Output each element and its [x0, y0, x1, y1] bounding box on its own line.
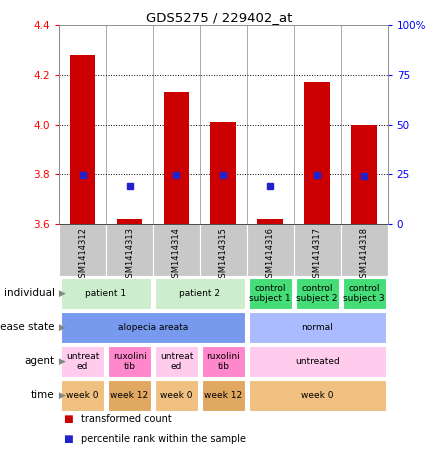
Text: ▶: ▶ [56, 323, 65, 332]
Bar [61, 346, 104, 377]
Bar [70, 55, 95, 224]
Bar [249, 278, 292, 309]
Text: ▶: ▶ [56, 357, 65, 366]
Bar [61, 278, 151, 309]
Bar [247, 224, 294, 276]
Text: untreated: untreated [295, 357, 339, 366]
Text: percentile rank within the sample: percentile rank within the sample [81, 434, 246, 444]
Text: GSM1414314: GSM1414314 [172, 227, 181, 283]
Text: control
subject 1: control subject 1 [250, 284, 291, 303]
Bar [351, 125, 377, 224]
Text: GSM1414312: GSM1414312 [78, 227, 87, 283]
Text: disease state: disease state [0, 322, 55, 333]
Text: untreat
ed: untreat ed [160, 352, 193, 371]
Text: GSM1414313: GSM1414313 [125, 227, 134, 283]
Bar [249, 380, 386, 411]
Text: untreat
ed: untreat ed [66, 352, 99, 371]
Bar [163, 92, 189, 224]
Text: GSM1414317: GSM1414317 [313, 227, 322, 283]
Text: individual: individual [4, 288, 55, 299]
Text: normal: normal [301, 323, 333, 332]
Text: GSM1414315: GSM1414315 [219, 227, 228, 283]
Bar [106, 224, 153, 276]
Bar [61, 380, 104, 411]
Bar [343, 278, 386, 309]
Text: ■: ■ [64, 414, 73, 424]
Bar [108, 346, 151, 377]
Text: week 0: week 0 [160, 391, 193, 400]
Bar [61, 312, 245, 343]
Text: transformed count: transformed count [81, 414, 172, 424]
Bar [202, 346, 245, 377]
Text: week 12: week 12 [110, 391, 148, 400]
Text: ruxolini
tib: ruxolini tib [113, 352, 146, 371]
Bar [294, 224, 341, 276]
Text: ▶: ▶ [56, 391, 65, 400]
Text: ruxolini
tib: ruxolini tib [206, 352, 240, 371]
Bar [341, 224, 388, 276]
Text: week 12: week 12 [204, 391, 243, 400]
Bar [304, 82, 330, 224]
Bar [155, 380, 198, 411]
Bar [249, 312, 386, 343]
Text: GSM1414318: GSM1414318 [360, 227, 369, 283]
Text: week 0: week 0 [301, 391, 333, 400]
Bar [211, 122, 236, 224]
Text: alopecia areata: alopecia areata [118, 323, 188, 332]
Bar [258, 219, 283, 224]
Bar [249, 346, 386, 377]
Text: ▶: ▶ [56, 289, 65, 298]
Bar [155, 278, 245, 309]
Text: control
subject 2: control subject 2 [297, 284, 338, 303]
Text: GDS5275 / 229402_at: GDS5275 / 229402_at [146, 11, 292, 24]
Bar [296, 278, 339, 309]
Bar [117, 219, 142, 224]
Bar [59, 224, 106, 276]
Bar [200, 224, 247, 276]
Text: GSM1414316: GSM1414316 [266, 227, 275, 283]
Text: ■: ■ [64, 434, 73, 444]
Bar [108, 380, 151, 411]
Bar [155, 346, 198, 377]
Text: week 0: week 0 [66, 391, 99, 400]
Text: time: time [31, 390, 55, 400]
Bar [153, 224, 200, 276]
Text: agent: agent [25, 356, 55, 366]
Bar [202, 380, 245, 411]
Text: control
subject 3: control subject 3 [343, 284, 385, 303]
Text: patient 1: patient 1 [85, 289, 127, 298]
Text: patient 2: patient 2 [180, 289, 220, 298]
